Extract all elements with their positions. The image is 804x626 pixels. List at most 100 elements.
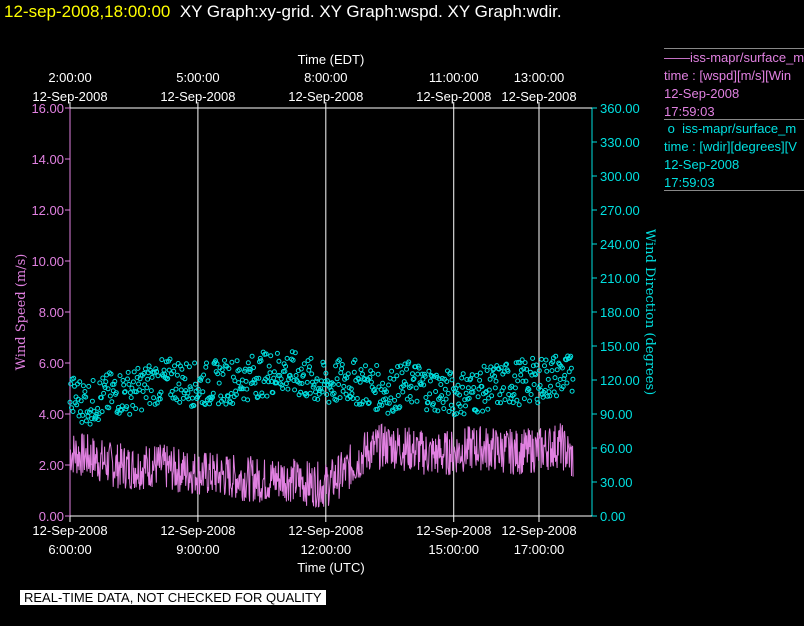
wdir-point xyxy=(552,375,558,381)
wdir-point xyxy=(454,411,459,417)
wdir-point xyxy=(259,390,265,396)
wdir-point xyxy=(83,394,89,400)
bottom-tick-time: 9:00:00 xyxy=(176,542,219,557)
wdir-point xyxy=(559,365,565,371)
wdir-point xyxy=(151,395,157,401)
top-tick-time: 2:00:00 xyxy=(48,70,91,85)
wdir-point xyxy=(354,401,359,407)
wdir-point xyxy=(72,383,77,389)
wdir-point xyxy=(512,373,518,379)
legend-wspd-line1: ——iss-mapr/surface_m xyxy=(664,50,804,65)
wdir-point xyxy=(207,401,212,407)
wdir-point xyxy=(196,392,202,398)
wdir-point xyxy=(256,375,262,381)
wdir-point xyxy=(99,409,105,415)
top-tick-time: 13:00:00 xyxy=(514,70,565,85)
wdir-point xyxy=(445,390,451,396)
wdir-point xyxy=(133,406,139,412)
left-tick-label: 6.00 xyxy=(39,356,64,371)
wdir-point xyxy=(386,400,392,406)
wdir-point xyxy=(264,393,270,399)
wdir-point xyxy=(230,401,236,406)
wdir-point xyxy=(410,371,415,377)
wdir-point xyxy=(489,393,495,399)
wdir-point xyxy=(397,404,403,410)
wdir-point xyxy=(545,376,551,382)
wdir-point xyxy=(158,389,164,395)
wdir-point xyxy=(328,387,334,393)
wdir-point xyxy=(477,377,483,383)
top-tick-date: 12-Sep-2008 xyxy=(32,89,107,104)
left-axis-ticks: 0.00 2.00 4.00 6.00 8.00 10.00 12.00 14.00 16.00 xyxy=(31,101,70,524)
wdir-point xyxy=(530,363,536,369)
wdir-series xyxy=(67,349,576,427)
wdir-point xyxy=(354,396,360,401)
wdir-point xyxy=(187,384,193,390)
wdir-point xyxy=(436,376,442,382)
wdir-point xyxy=(525,386,531,391)
wdir-point xyxy=(409,399,415,405)
wdir-point xyxy=(377,402,383,408)
wdir-point xyxy=(214,361,220,367)
wdir-point xyxy=(372,390,378,396)
wdir-point xyxy=(95,405,101,411)
wdir-point xyxy=(123,406,129,412)
wdir-point xyxy=(465,385,471,391)
wdir-point xyxy=(293,373,299,378)
wdir-point xyxy=(524,366,530,372)
wdir-point xyxy=(491,366,497,372)
wdir-point xyxy=(338,370,344,376)
wdir-point xyxy=(515,378,521,384)
wdir-point xyxy=(459,375,465,381)
wdir-point xyxy=(251,365,256,371)
wdir-point xyxy=(215,371,221,377)
wdir-point xyxy=(108,371,114,377)
wdir-point xyxy=(440,400,446,405)
wdir-point xyxy=(288,375,294,381)
wdir-point xyxy=(107,393,113,399)
wdir-point xyxy=(363,397,369,403)
wdir-point xyxy=(292,387,298,393)
top-axis-ticks: 2:00:00 12-Sep-2008 5:00:00 12-Sep-2008 8:00… xyxy=(32,70,577,108)
legend-wdir-date: 12-Sep-2008 xyxy=(664,157,740,172)
wdir-point xyxy=(527,398,533,404)
wdir-point xyxy=(547,393,553,399)
wdir-point xyxy=(433,389,439,394)
wdir-point xyxy=(398,363,403,369)
legend-wdir: o iss-mapr/surface_m time : [wdir][degre… xyxy=(664,120,804,191)
wdir-point xyxy=(470,389,476,395)
wdir-point xyxy=(421,382,427,388)
wdir-point xyxy=(487,376,493,382)
wdir-point xyxy=(165,376,171,381)
wdir-point xyxy=(236,367,242,373)
wdir-point xyxy=(349,391,355,397)
wdir-point xyxy=(276,358,282,364)
wdir-point xyxy=(192,381,198,387)
wdir-point xyxy=(504,361,509,367)
right-tick-label: 150.00 xyxy=(600,339,640,354)
wdir-point xyxy=(242,368,248,374)
wdir-point xyxy=(125,369,131,375)
wdir-point xyxy=(460,384,465,390)
wdir-point xyxy=(201,401,207,406)
wdir-point xyxy=(383,389,389,395)
wdir-point xyxy=(479,384,485,389)
wdir-point xyxy=(78,398,84,404)
wdir-point xyxy=(543,357,549,363)
bottom-tick-date: 12-Sep-2008 xyxy=(288,523,363,538)
right-tick-label: 360.00 xyxy=(600,101,640,116)
wdir-point xyxy=(426,368,432,374)
wdir-point xyxy=(395,393,401,398)
wdir-point xyxy=(443,396,449,402)
wdir-point xyxy=(394,373,400,379)
wdir-point xyxy=(149,374,155,380)
wdir-point xyxy=(247,369,253,375)
wdir-point xyxy=(80,383,86,389)
wdir-point xyxy=(330,381,336,387)
wdir-point xyxy=(221,397,227,402)
wdir-point xyxy=(141,371,147,376)
wdir-point xyxy=(109,399,115,405)
wdir-point xyxy=(498,400,503,406)
wdir-point xyxy=(432,407,438,413)
